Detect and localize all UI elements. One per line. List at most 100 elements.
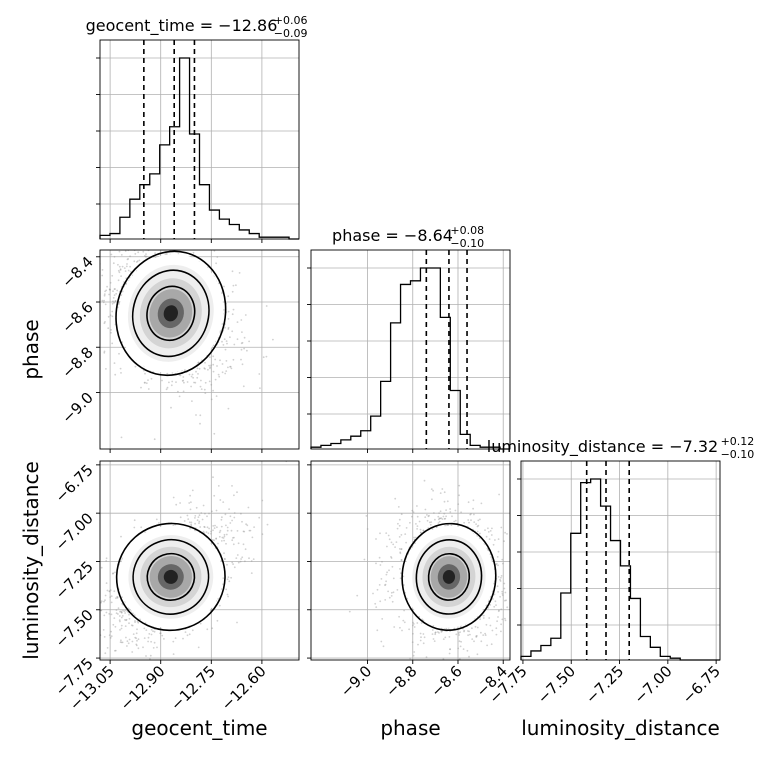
scatter-point bbox=[232, 358, 235, 361]
scatter-point bbox=[128, 622, 130, 625]
scatter-point bbox=[109, 281, 112, 284]
scatter-point bbox=[120, 560, 122, 563]
scatter-point bbox=[431, 633, 434, 635]
scatter-point bbox=[143, 627, 146, 630]
scatter-point bbox=[501, 590, 504, 593]
scatter-point bbox=[105, 560, 108, 562]
scatter-point bbox=[144, 255, 147, 258]
scatter-point bbox=[195, 370, 197, 373]
scatter-point bbox=[514, 568, 516, 570]
scatter-point bbox=[402, 619, 405, 622]
scatter-point bbox=[194, 381, 197, 384]
scatter-point bbox=[423, 636, 426, 639]
scatter-point bbox=[196, 367, 199, 370]
scatter-point bbox=[88, 240, 90, 242]
scatter-point bbox=[144, 372, 146, 375]
scatter-point bbox=[236, 621, 238, 624]
x-tick-label: −12.75 bbox=[167, 662, 219, 714]
scatter-point bbox=[248, 529, 251, 532]
scatter-point bbox=[190, 501, 192, 504]
scatter-point bbox=[396, 589, 399, 591]
scatter-point bbox=[103, 350, 106, 353]
scatter-point bbox=[226, 563, 228, 566]
scatter-point bbox=[124, 619, 126, 621]
scatter-point bbox=[134, 620, 136, 622]
scatter-point bbox=[487, 531, 490, 533]
scatter-point bbox=[463, 629, 466, 632]
contour-line bbox=[427, 552, 471, 601]
scatter-point bbox=[258, 516, 261, 519]
scatter-point bbox=[243, 336, 246, 339]
scatter-point bbox=[437, 518, 440, 521]
scatter-point bbox=[145, 655, 147, 657]
scatter-point bbox=[191, 373, 194, 376]
scatter-point bbox=[384, 584, 386, 587]
scatter-point bbox=[159, 632, 162, 635]
density-level bbox=[163, 305, 178, 322]
scatter-point bbox=[252, 558, 255, 560]
scatter-point bbox=[116, 596, 119, 598]
scatter-point bbox=[218, 604, 221, 607]
scatter-point bbox=[95, 249, 97, 251]
scatter-point bbox=[113, 255, 116, 258]
scatter-point bbox=[390, 591, 393, 594]
scatter-point bbox=[261, 533, 264, 536]
scatter-point bbox=[204, 512, 206, 515]
scatter-point bbox=[427, 515, 430, 518]
scatter-point bbox=[417, 643, 419, 646]
scatter-point bbox=[220, 525, 223, 528]
x-axis-label-luminosity_distance: luminosity_distance bbox=[521, 716, 720, 740]
scatter-point bbox=[225, 340, 228, 342]
scatter-point bbox=[451, 515, 453, 518]
scatter-point bbox=[251, 536, 254, 539]
scatter-point bbox=[125, 265, 128, 268]
y-axis-label-phase: phase bbox=[19, 319, 43, 379]
scatter-point bbox=[156, 646, 158, 649]
scatter-point bbox=[400, 559, 403, 561]
scatter-point bbox=[137, 621, 140, 624]
scatter-point bbox=[235, 557, 238, 559]
scatter-point bbox=[128, 613, 130, 616]
scatter-point bbox=[501, 592, 504, 595]
scatter-point bbox=[194, 247, 196, 249]
y-tick-label: −8.6 bbox=[58, 298, 96, 336]
scatter-point bbox=[193, 381, 195, 384]
scatter-point bbox=[134, 636, 137, 639]
scatter-point bbox=[217, 282, 220, 285]
x-tick-label: −8.8 bbox=[382, 662, 420, 700]
scatter-point bbox=[140, 386, 142, 389]
panel-frame bbox=[520, 460, 721, 661]
scatter-point bbox=[426, 519, 429, 522]
scatter-point bbox=[476, 635, 478, 637]
scatter-point bbox=[191, 629, 194, 632]
scatter-point bbox=[91, 246, 93, 248]
scatter-point bbox=[227, 595, 230, 598]
y-tick-label: −8.4 bbox=[58, 253, 96, 291]
scatter-point bbox=[212, 476, 214, 479]
scatter-point bbox=[112, 262, 115, 265]
scatter-point bbox=[227, 328, 230, 330]
scatter-point bbox=[142, 239, 144, 241]
scatter-point bbox=[119, 661, 121, 663]
scatter-point bbox=[135, 261, 138, 263]
scatter-point bbox=[246, 349, 248, 352]
scatter-point bbox=[179, 502, 182, 504]
scatter-point bbox=[241, 520, 243, 523]
scatter-point bbox=[153, 641, 156, 644]
y-tick-label: −7.50 bbox=[52, 606, 97, 651]
scatter-point bbox=[233, 343, 236, 346]
scatter-point bbox=[208, 356, 211, 358]
scatter-point bbox=[504, 619, 507, 622]
scatter-point bbox=[120, 372, 122, 374]
scatter-point bbox=[413, 536, 415, 539]
scatter-point bbox=[457, 632, 460, 634]
scatter-point bbox=[171, 380, 174, 383]
scatter-point bbox=[217, 485, 220, 487]
scatter-point bbox=[104, 290, 106, 293]
x-tick-label: −6.75 bbox=[679, 662, 724, 707]
scatter-point bbox=[220, 540, 223, 542]
scatter-point bbox=[108, 613, 111, 615]
scatter-point bbox=[486, 644, 488, 647]
scatter-point bbox=[197, 245, 199, 247]
scatter-point bbox=[420, 636, 422, 639]
